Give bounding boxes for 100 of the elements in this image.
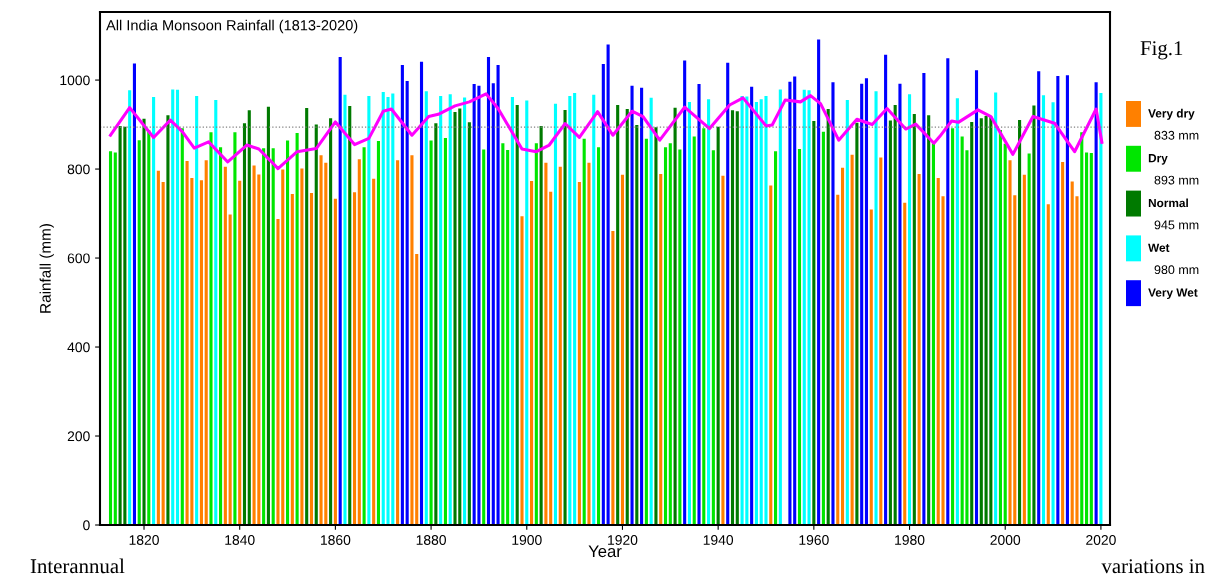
- bar: [448, 94, 452, 525]
- bar: [262, 148, 266, 525]
- y-tick-label: 400: [67, 342, 90, 353]
- bar: [802, 89, 806, 525]
- bar: [745, 96, 749, 525]
- bar: [1051, 102, 1055, 525]
- bar: [352, 192, 357, 525]
- bar: [721, 175, 725, 525]
- bar: [544, 162, 548, 525]
- legend-label: Very Wet: [1148, 288, 1198, 300]
- bar: [707, 99, 711, 525]
- bar: [338, 56, 342, 525]
- bar: [386, 96, 390, 525]
- bar: [1065, 75, 1069, 525]
- bar: [1003, 143, 1007, 525]
- bar: [204, 160, 208, 525]
- bar: [635, 125, 639, 525]
- bar: [898, 83, 902, 525]
- bar: [845, 100, 849, 525]
- bar: [673, 107, 677, 525]
- x-tick-label: 2000: [990, 535, 1021, 545]
- bar: [874, 91, 878, 525]
- bar: [754, 101, 758, 525]
- bar: [620, 174, 625, 525]
- bar: [974, 70, 979, 525]
- bar: [955, 98, 959, 525]
- text: 833 mm: [1154, 130, 1199, 140]
- bar: [314, 124, 318, 525]
- bar: [453, 112, 457, 525]
- bar: [333, 198, 337, 525]
- bar: [836, 194, 840, 525]
- bar: [113, 152, 117, 525]
- bar: [247, 110, 251, 525]
- bar: [644, 138, 648, 525]
- caption: Fig.1: [1140, 41, 1183, 60]
- bar: [214, 100, 218, 525]
- bar: [558, 166, 562, 525]
- x-tick-label: 1840: [225, 535, 255, 545]
- bar: [793, 76, 797, 525]
- bar: [137, 140, 141, 525]
- text: 980 mm: [1154, 265, 1199, 275]
- bar: [1089, 153, 1093, 525]
- bar: [520, 216, 524, 525]
- bar: [774, 151, 778, 525]
- bar: [970, 121, 974, 525]
- bar: [128, 90, 132, 525]
- bar: [305, 108, 309, 525]
- bar: [616, 104, 620, 525]
- bar: [372, 178, 376, 525]
- bar: [582, 138, 586, 525]
- bar: [108, 151, 113, 525]
- bar: [989, 116, 993, 525]
- bar: [663, 147, 668, 525]
- bar: [410, 155, 414, 525]
- bar: [553, 103, 558, 525]
- bar: [850, 154, 854, 525]
- bar: [716, 126, 720, 525]
- bar: [917, 173, 921, 525]
- bar: [223, 166, 227, 525]
- bar: [238, 180, 242, 525]
- bar: [702, 128, 706, 525]
- bar: [797, 149, 802, 525]
- bar: [1046, 204, 1050, 525]
- bar: [884, 54, 888, 525]
- bar: [994, 92, 998, 525]
- bar: [118, 125, 122, 525]
- bar: [1037, 71, 1041, 525]
- bar: [649, 97, 653, 525]
- bar: [998, 129, 1002, 525]
- bar: [678, 149, 682, 525]
- bar: [769, 185, 773, 525]
- bar: [601, 64, 605, 525]
- bar: [984, 116, 988, 525]
- x-tick-label: 1860: [321, 535, 351, 545]
- bar: [831, 82, 835, 525]
- x-tick-label: 1820: [129, 535, 159, 545]
- bar: [329, 118, 333, 525]
- y-tick-label: 600: [67, 253, 90, 264]
- bar: [290, 193, 294, 525]
- bar: [1085, 152, 1089, 525]
- bar: [979, 118, 983, 525]
- y-axis-title: Rainfall (mm): [39, 224, 54, 313]
- bar: [147, 130, 151, 525]
- bar: [429, 140, 433, 525]
- text: 945 mm: [1154, 220, 1199, 230]
- x-tick-label: 1880: [416, 535, 446, 545]
- bar: [439, 96, 443, 525]
- bar: [912, 113, 916, 525]
- text: 893 mm: [1154, 175, 1199, 185]
- bar: [152, 96, 156, 525]
- bar: [687, 101, 691, 525]
- bar: [1032, 105, 1036, 525]
- bar: [161, 181, 165, 525]
- x-tick-label: 1980: [895, 535, 925, 545]
- bar: [611, 230, 615, 525]
- bar: [1041, 95, 1046, 525]
- bar: [252, 165, 256, 525]
- bar: [951, 128, 955, 525]
- bar: [472, 84, 476, 525]
- x-tick-label: 1940: [703, 535, 734, 545]
